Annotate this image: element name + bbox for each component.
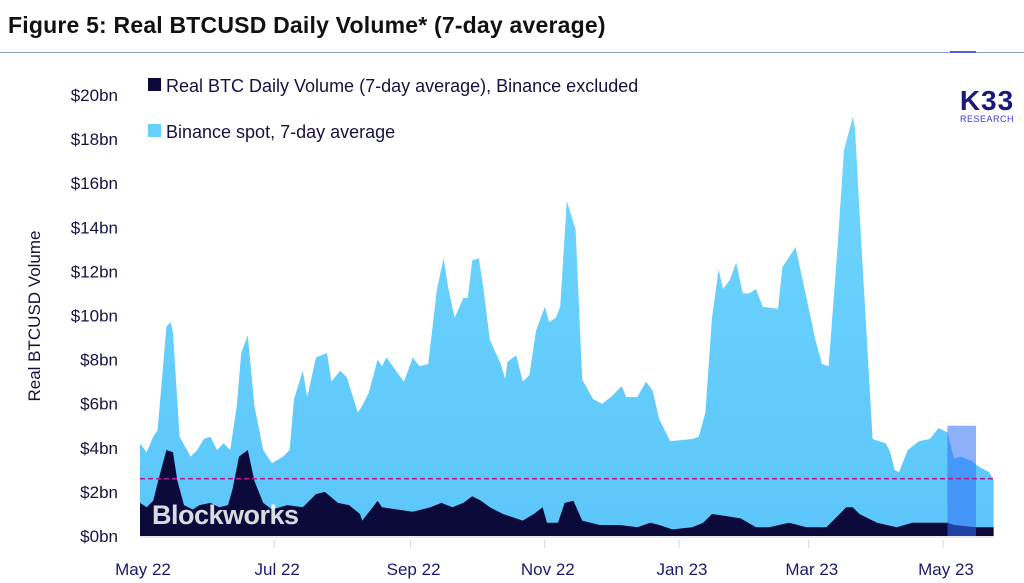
y-tick-label: $6bn: [80, 395, 118, 414]
area-binance-spot: [140, 117, 994, 536]
y-tick-label: $12bn: [71, 262, 118, 281]
legend: Real BTC Daily Volume (7-day average), B…: [148, 76, 638, 142]
y-tick-label: $8bn: [80, 351, 118, 370]
legend-swatch-light: [148, 124, 161, 137]
legend-label-light: Binance spot, 7-day average: [166, 122, 395, 142]
chart-title: Figure 5: Real BTCUSD Daily Volume* (7-d…: [8, 12, 606, 38]
title-divider: [0, 52, 1024, 53]
blockworks-watermark: Blockworks: [152, 500, 299, 530]
logo-main: K33: [959, 85, 1015, 116]
logo-sub: RESEARCH: [959, 114, 1014, 124]
y-axis-title: Real BTCUSD Volume: [25, 230, 44, 401]
y-tick-label: $14bn: [71, 218, 118, 237]
y-tick-label: $18bn: [71, 130, 118, 149]
x-tick-label: May 22: [115, 560, 171, 579]
y-tick-label: $2bn: [80, 483, 118, 502]
k33-research-logo: K33 RESEARCH: [955, 85, 1019, 125]
legend-label-dark: Real BTC Daily Volume (7-day average), B…: [166, 76, 638, 96]
highlight-band: [947, 425, 976, 536]
x-tick-label: Jan 23: [656, 560, 707, 579]
x-axis: May 22 Jul 22 Sep 22 Nov 22 Jan 23 Mar 23 May …: [115, 540, 974, 579]
x-tick-label: Nov 22: [521, 560, 575, 579]
plot-area: [140, 117, 994, 538]
area-real-btc-volume: [140, 450, 994, 536]
y-tick-label: $16bn: [71, 174, 118, 193]
legend-swatch-dark: [148, 78, 161, 91]
x-tick-label: May 23: [918, 560, 974, 579]
y-tick-label: $20bn: [71, 86, 118, 105]
y-tick-label: $0bn: [80, 527, 118, 546]
y-tick-label: $10bn: [71, 307, 118, 326]
x-tick-label: Sep 22: [387, 560, 441, 579]
y-tick-label: $4bn: [80, 439, 118, 458]
y-axis: $0bn $2bn $4bn $6bn $8bn $10bn $12bn $14bn $16bn…: [71, 86, 118, 546]
title-divider-accent: [950, 51, 976, 53]
x-tick-label: Jul 22: [255, 560, 300, 579]
x-tick-label: Mar 23: [785, 560, 838, 579]
